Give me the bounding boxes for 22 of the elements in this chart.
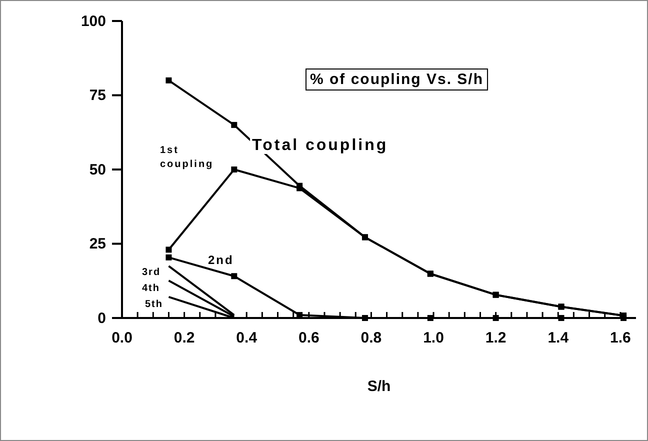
series-label: Total coupling (252, 137, 388, 154)
x-tick-label: 1.2 (485, 330, 506, 347)
x-tick-label: 0.0 (112, 330, 132, 347)
y-tick-label: 75 (89, 87, 106, 104)
series-label: 1st coupling (160, 145, 214, 170)
x-axis-title: S/h (367, 378, 391, 395)
x-tick-label: 1.0 (423, 330, 444, 347)
series-label: 2nd (208, 253, 234, 267)
x-tick-label: 0.6 (298, 330, 320, 347)
text: % of coupling Vs. S/h (310, 71, 484, 88)
series-label: 5th (145, 299, 163, 310)
series-label: 4th (142, 283, 160, 294)
y-tick-label: 50 (89, 161, 106, 178)
y-tick-label: 25 (89, 236, 106, 253)
x-tick-label: 0.4 (236, 330, 258, 347)
x-tick-label: 1.4 (548, 330, 570, 347)
x-tick-label: 0.8 (360, 330, 382, 347)
x-tick-label: 1.6 (610, 330, 631, 347)
y-tick-label: 100 (80, 12, 106, 30)
series-label: 3rd (142, 267, 161, 278)
x-tick-label: 0.2 (174, 330, 195, 347)
y-tick-label: 0 (98, 310, 106, 327)
